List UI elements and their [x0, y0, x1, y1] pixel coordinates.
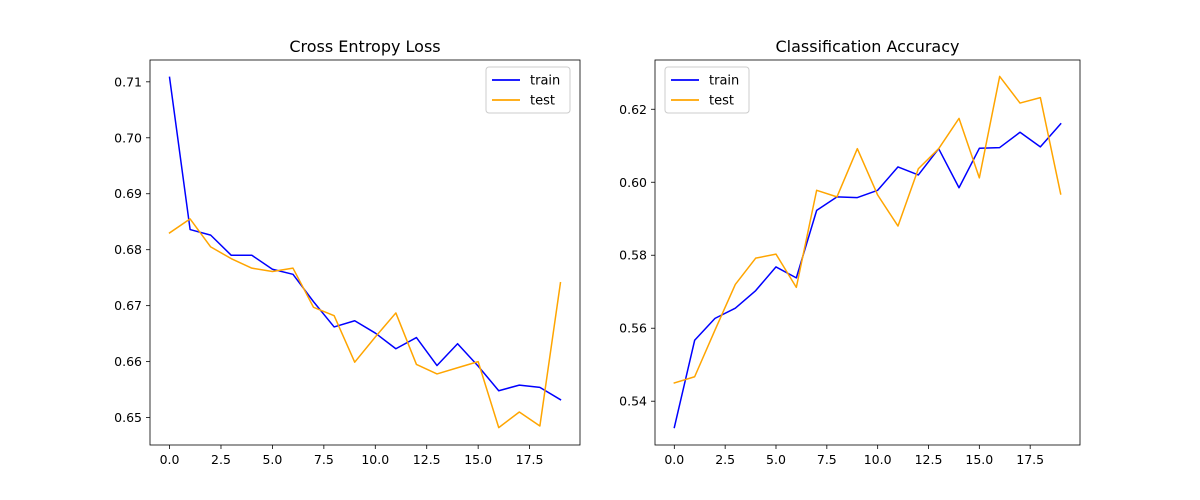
y-tick-label: 0.70: [114, 130, 142, 145]
x-tick-label: 12.5: [413, 452, 441, 467]
x-tick-label: 5.0: [262, 452, 282, 467]
x-tick-label: 7.5: [817, 452, 837, 467]
legend-label-train: train: [530, 74, 560, 89]
chart-title: Classification Accuracy: [776, 37, 960, 56]
legend-box: [485, 66, 571, 114]
series-line-train: [673, 122, 1062, 429]
y-tick-label: 0.56: [619, 321, 647, 336]
accuracy-chart: Classification Accuracy 0.0 2.5 5.0 7.5 10.0 1…: [619, 37, 1081, 467]
x-tick-label: 15.0: [464, 452, 492, 467]
y-tick-label: 0.71: [114, 74, 142, 89]
x-tick-label: 10.0: [864, 452, 892, 467]
plot-frame: [654, 59, 1081, 446]
y-tick-label: 0.66: [114, 354, 142, 369]
legend-label-test: test: [530, 94, 555, 109]
legend-label-test: test: [709, 94, 734, 109]
series-line-train: [168, 76, 562, 401]
x-tick-label: 2.5: [211, 452, 231, 467]
x-tick-label: 0.0: [160, 452, 180, 467]
y-tick-label: 0.65: [114, 410, 142, 425]
legend: train test: [664, 66, 750, 114]
legend-label-train: train: [709, 74, 739, 89]
y-tick-label: 0.54: [619, 394, 647, 409]
chart-title: Cross Entropy Loss: [289, 37, 440, 56]
series-line-test: [673, 75, 1062, 384]
x-tick-label: 5.0: [766, 452, 786, 467]
y-tick-label: 0.58: [619, 248, 647, 263]
legend: train test: [485, 66, 571, 114]
x-tick-label: 0.0: [664, 452, 684, 467]
y-tick-label: 0.62: [619, 102, 647, 117]
y-tick-label: 0.67: [114, 298, 142, 313]
plot-frame: [149, 59, 581, 446]
x-tick-label: 7.5: [314, 452, 334, 467]
x-tick-label: 17.5: [1016, 452, 1044, 467]
loss-chart: Cross Entropy Loss 0.0 2.5 5.0 7.5 10.0 12.5 15…: [114, 37, 581, 467]
y-tick-label: 0.68: [114, 242, 142, 257]
x-tick-label: 15.0: [965, 452, 993, 467]
x-tick-label: 12.5: [915, 452, 943, 467]
y-tick-label: 0.60: [619, 175, 647, 190]
x-tick-label: 2.5: [715, 452, 735, 467]
legend-box: [664, 66, 750, 114]
y-tick-label: 0.69: [114, 186, 142, 201]
series-line-test: [168, 218, 562, 429]
x-tick-label: 17.5: [516, 452, 544, 467]
x-tick-label: 10.0: [361, 452, 389, 467]
